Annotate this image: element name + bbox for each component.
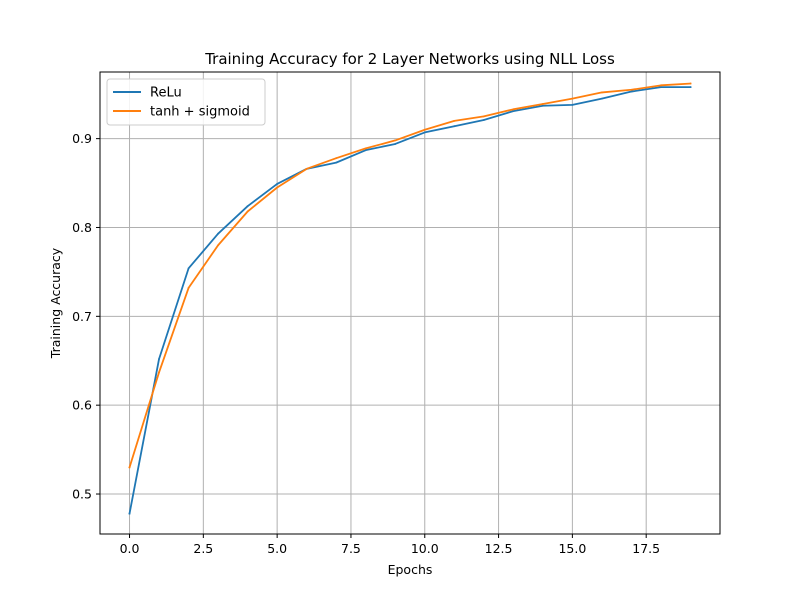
data-point-tanh-sigmoid [630,88,633,91]
data-point-tanh-sigmoid [305,167,308,170]
chart-title: Training Accuracy for 2 Layer Networks u… [204,50,615,68]
x-axis-ticks: 0.0 2.5 5.0 7.5 10.0 12.5 15.0 17.5 [120,534,660,556]
data-point-tanh-sigmoid [246,210,249,213]
y-tick-label: 0.5 [72,487,92,502]
y-axis-ticks: 0.5 0.6 0.7 0.8 0.9 [72,131,100,502]
data-point-relu [512,110,515,112]
y-tick-label: 0.7 [72,309,92,324]
data-point-relu [335,161,338,164]
data-point-tanh-sigmoid [364,147,367,150]
x-tick-label: 15.0 [558,541,586,556]
data-point-tanh-sigmoid [128,466,131,469]
data-point-tanh-sigmoid [158,371,160,374]
data-point-tanh-sigmoid [187,286,190,289]
data-point-relu [364,149,367,152]
data-point-relu [217,232,219,235]
data-point-tanh-sigmoid [482,115,485,118]
data-point-relu [394,143,397,145]
data-point-tanh-sigmoid [541,103,544,105]
series-line-relu [128,86,692,515]
x-tick-label: 10.0 [411,541,439,556]
legend-box [106,78,266,126]
data-point-tanh-sigmoid [571,97,574,100]
plot-frame [99,71,721,535]
x-tick-label: 2.5 [193,541,213,556]
data-point-relu [187,267,190,270]
x-tick-label: 12.5 [485,541,513,556]
y-tick-label: 0.9 [72,131,92,146]
legend-label-relu: ReLu [150,86,182,101]
data-point-tanh-sigmoid [394,139,397,142]
legend-label-tanh-sigmoid: tanh + sigmoid [150,105,250,120]
x-axis-label: Epochs [388,562,433,577]
y-tick-label: 0.8 [72,220,92,235]
x-tick-label: 17.5 [632,541,660,556]
data-point-tanh-sigmoid [335,157,338,160]
y-axis-label: Training Accuracy [48,247,63,359]
data-point-relu [482,119,485,121]
series-line-tanh-sigmoid [128,82,692,469]
data-point-relu [541,104,544,107]
data-point-tanh-sigmoid [276,186,279,189]
data-point-relu [276,183,279,185]
data-point-relu [423,131,426,134]
data-point-relu [128,512,131,515]
grid [100,72,720,534]
data-point-relu [660,86,662,89]
data-point-relu [158,358,160,360]
data-point-relu [601,97,603,100]
x-tick-label: 7.5 [341,541,361,556]
data-point-tanh-sigmoid [660,84,662,87]
legend: ReLu tanh + sigmoid [106,78,266,126]
x-tick-label: 5.0 [267,541,287,556]
y-tick-label: 0.6 [72,398,92,413]
x-tick-label: 0.0 [120,541,140,556]
data-point-relu [630,90,633,93]
data-point-relu [571,103,574,106]
data-point-relu [246,205,249,208]
data-point-tanh-sigmoid [512,108,515,111]
series-lines [128,82,692,515]
data-point-tanh-sigmoid [601,91,603,94]
data-point-tanh-sigmoid [689,82,692,85]
data-point-relu [689,86,692,89]
data-point-tanh-sigmoid [453,119,456,122]
data-point-tanh-sigmoid [217,244,219,247]
data-point-relu [453,125,456,128]
data-point-tanh-sigmoid [423,128,426,131]
